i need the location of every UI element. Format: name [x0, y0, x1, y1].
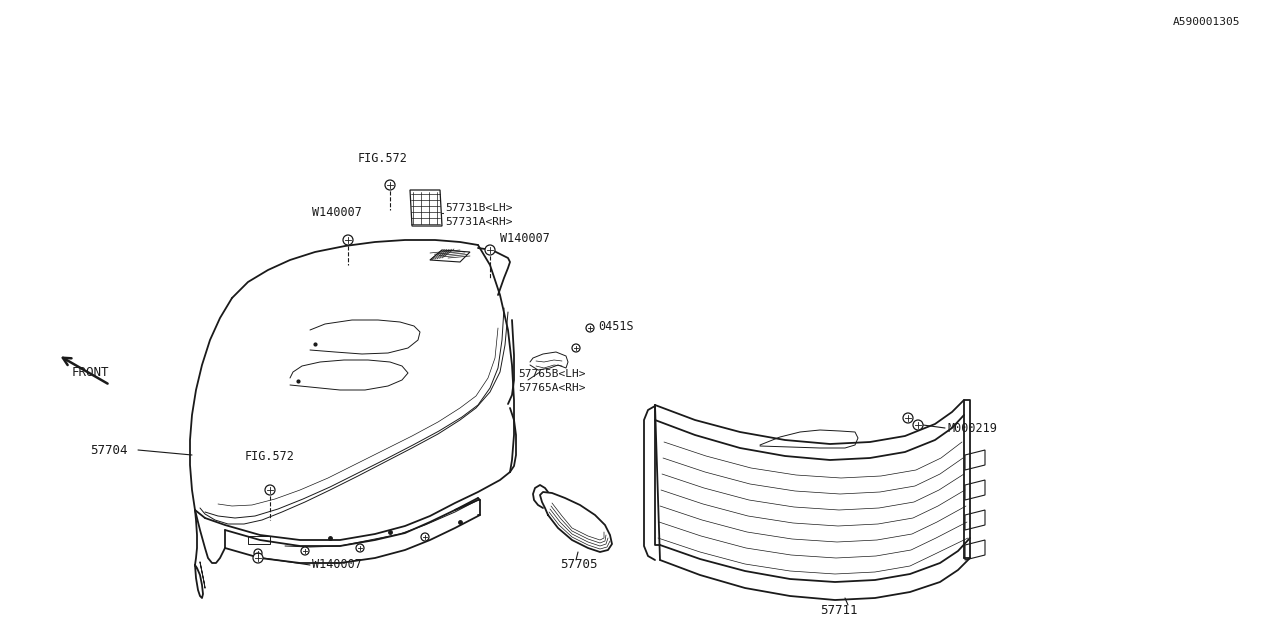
Text: 57765A<RH>: 57765A<RH>	[518, 383, 585, 393]
Text: 57731A<RH>: 57731A<RH>	[445, 217, 512, 227]
Text: M000219: M000219	[947, 422, 997, 435]
Text: 57711: 57711	[820, 604, 858, 616]
Circle shape	[356, 544, 364, 552]
Circle shape	[253, 553, 262, 563]
Text: 0451S: 0451S	[598, 319, 634, 333]
Text: W140007: W140007	[312, 207, 362, 220]
Text: FIG.572: FIG.572	[358, 152, 408, 164]
Text: 57704: 57704	[90, 444, 128, 456]
Circle shape	[572, 344, 580, 352]
Circle shape	[421, 533, 429, 541]
Text: W140007: W140007	[500, 232, 550, 244]
Circle shape	[265, 485, 275, 495]
Text: 57731B<LH>: 57731B<LH>	[445, 203, 512, 213]
Text: FIG.572: FIG.572	[244, 449, 294, 463]
Circle shape	[485, 245, 495, 255]
Circle shape	[913, 420, 923, 430]
Circle shape	[301, 547, 308, 555]
Text: FRONT: FRONT	[72, 365, 110, 378]
Circle shape	[343, 235, 353, 245]
Circle shape	[586, 324, 594, 332]
Circle shape	[385, 180, 396, 190]
Circle shape	[902, 413, 913, 423]
Text: 57705: 57705	[561, 559, 598, 572]
Text: 57765B<LH>: 57765B<LH>	[518, 369, 585, 379]
Circle shape	[253, 549, 262, 557]
Text: A590001305: A590001305	[1172, 17, 1240, 27]
Text: W140007: W140007	[312, 559, 362, 572]
